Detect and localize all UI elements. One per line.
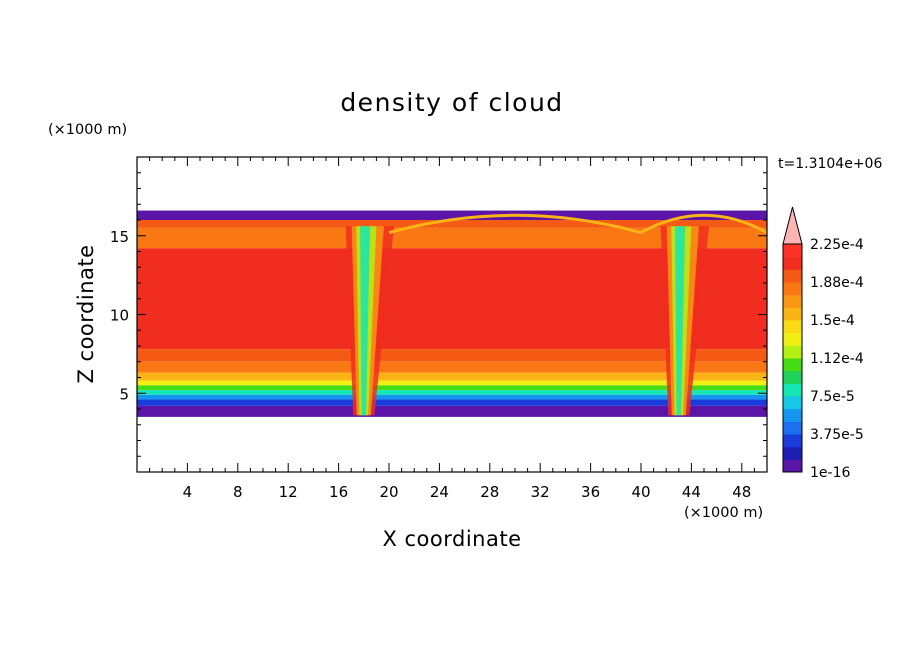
y-tick-label-0: 5	[119, 385, 129, 403]
field-band-5	[137, 361, 767, 373]
x-unit-label: (×1000 m)	[684, 505, 763, 521]
colorbar-label-0: 1e-16	[810, 465, 850, 481]
colorbar-swatch-5	[783, 396, 802, 410]
colorbar-swatch-7	[783, 370, 802, 384]
colorbar-swatch-12	[783, 307, 802, 321]
field-band-7	[137, 380, 767, 386]
colorbar-label-6: 2.25e-4	[810, 237, 864, 253]
colorbar-swatch-8	[783, 358, 802, 372]
field-band-10	[137, 394, 767, 400]
colorbar-label-3: 1.12e-4	[810, 351, 864, 367]
colorbar: 1e-16 3.75e-5 7.5e-5 1.12e-4 1.5e-4 1.88e-4 2.…	[782, 206, 864, 481]
field-band-1	[137, 220, 767, 228]
x-tick-label-0: 4	[183, 483, 193, 501]
x-tick-label-5: 24	[430, 483, 449, 501]
y-tick-label-2: 15	[110, 228, 129, 246]
colorbar-swatch-17	[783, 244, 802, 258]
x-tick-label-11: 48	[732, 483, 751, 501]
field-band-8	[137, 385, 767, 391]
x-tick-label-2: 12	[279, 483, 298, 501]
colorbar-swatch-11	[783, 320, 802, 334]
colorbar-swatch-2	[783, 434, 802, 448]
field-band-9	[137, 390, 767, 395]
field-band-12	[137, 405, 767, 417]
colorbar-swatch-16	[783, 256, 802, 270]
colorbar-label-5: 1.88e-4	[810, 275, 864, 291]
x-tick-label-4: 20	[379, 483, 398, 501]
colorbar-swatch-1	[783, 446, 802, 460]
y-axis-label: Z coordinate	[74, 244, 98, 383]
colorbar-swatch-9	[783, 345, 802, 359]
colorbar-swatch-3	[783, 421, 802, 435]
field-band-2	[137, 227, 767, 249]
colorbar-swatch-4	[783, 408, 802, 422]
x-tick-label-6: 28	[480, 483, 499, 501]
colorbar-swatch-13	[783, 294, 802, 308]
colorbar-label-4: 1.5e-4	[810, 313, 855, 329]
cloud-density-field	[137, 210, 767, 417]
field-band-6	[137, 372, 767, 381]
x-tick-label-1: 8	[233, 483, 243, 501]
downdraft-0-3	[360, 226, 371, 416]
colorbar-swatch-14	[783, 282, 802, 296]
colorbar-swatch-0	[783, 459, 802, 473]
x-tick-label-10: 44	[682, 483, 701, 501]
field-band-11	[137, 399, 767, 406]
x-axis-label: X coordinate	[382, 527, 521, 551]
y-unit-label: (×1000 m)	[48, 122, 127, 138]
downdraft-1-3	[675, 226, 686, 416]
colorbar-label-1: 3.75e-5	[810, 427, 864, 443]
field-band-3	[137, 248, 767, 350]
cloud-top-0	[388, 213, 642, 235]
chart-title: density of cloud	[340, 88, 563, 117]
colorbar-swatch-6	[783, 383, 802, 397]
colorbar-swatch-15	[783, 269, 802, 283]
colorbar-overflow-triangle	[782, 206, 803, 245]
x-tick-label-8: 36	[581, 483, 600, 501]
y-tick-label-1: 10	[110, 307, 129, 325]
x-tick-label-9: 40	[631, 483, 650, 501]
field-band-4	[137, 349, 767, 362]
x-tick-label-7: 32	[531, 483, 550, 501]
colorbar-swatch-10	[783, 332, 802, 346]
time-label: t=1.3104e+06	[778, 156, 882, 172]
colorbar-frame	[782, 243, 803, 473]
x-tick-label-3: 16	[329, 483, 348, 501]
field-band-0	[137, 210, 767, 220]
cloud-top-1	[640, 213, 767, 234]
colorbar-label-2: 7.5e-5	[810, 389, 855, 405]
